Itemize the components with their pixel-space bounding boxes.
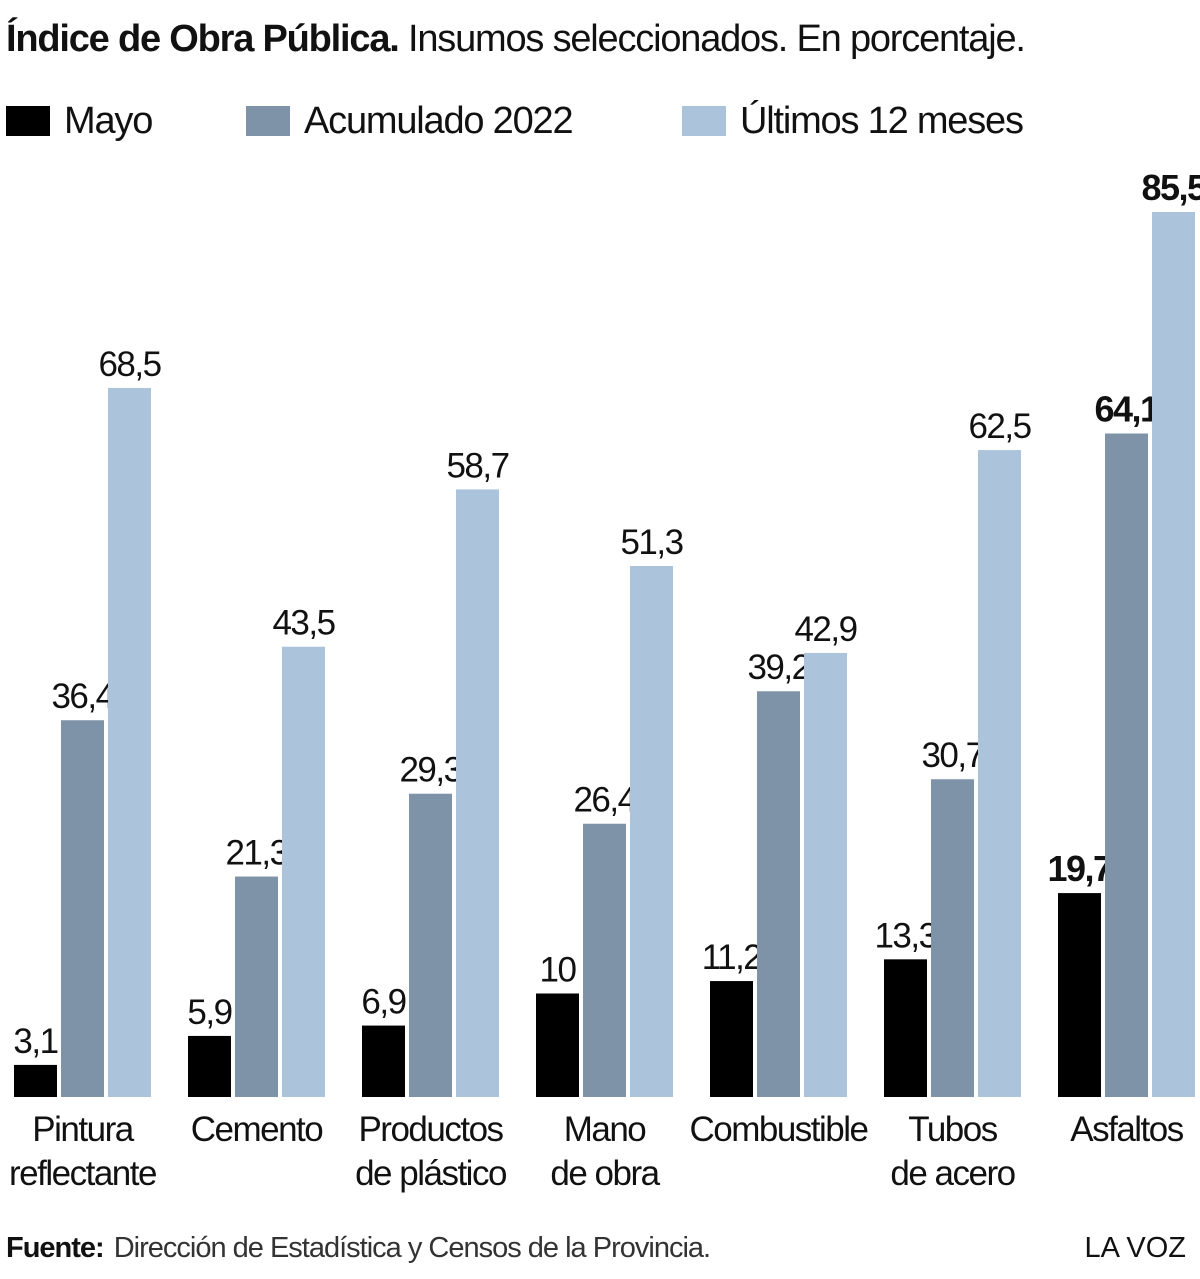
bar-label-5-1: 30,7 [921,736,983,775]
bar-label-6-1: 64,1 [1094,389,1160,430]
bar-4-1 [757,691,800,1097]
chart-title-bold: Índice de Obra Pública. [6,18,400,60]
bar-0-1 [61,720,104,1097]
bar-3-2 [630,566,673,1097]
chart-subtitle: Insumos seleccionados. En porcentaje. [398,18,1026,60]
category-label-2: Productos de plástico [355,1110,506,1193]
bar-5-1 [931,779,974,1097]
legend-swatch-mayo [6,106,50,136]
bar-label-4-0: 11,2 [702,938,762,977]
bar-label-6-2: 85,5 [1141,167,1200,208]
bar-label-3-2: 51,3 [620,523,682,562]
bar-4-0 [710,981,753,1097]
category-label-5: Tubos de acero [890,1110,1014,1193]
bar-6-2 [1152,212,1195,1097]
bar-label-6-0: 19,7 [1047,848,1112,889]
legend-label-acumulado: Acumulado 2022 [304,99,574,142]
legend-swatch-ultimos [682,106,726,136]
bar-0-0 [14,1064,57,1097]
category-label-3: Mano de obra [550,1110,660,1193]
bar-4-2 [804,652,847,1097]
category-label-1: Cemento [191,1110,323,1149]
bar-label-3-1: 26,4 [573,781,636,820]
bar-label-4-1: 39,2 [747,648,809,687]
bar-3-0 [536,993,579,1097]
bar-label-4-2: 42,9 [794,610,856,649]
category-label-0: Pintura reflectante [9,1110,156,1193]
category-label-4: Combustible [689,1110,867,1149]
bar-label-0-0: 3,1 [13,1022,57,1061]
bar-6-1 [1105,433,1148,1097]
legend-label-mayo: Mayo [64,99,153,142]
bar-label-3-0: 10 [540,950,577,989]
bar-2-2 [456,489,499,1097]
bar-label-0-1: 36,4 [51,677,114,716]
bar-1-0 [188,1035,231,1097]
legend-label-ultimos: Últimos 12 meses [740,99,1024,142]
bar-label-2-1: 29,3 [399,751,461,790]
bar-5-0 [884,959,927,1097]
bar-6-0 [1058,893,1101,1097]
source-label: Fuente: [6,1232,105,1264]
bar-label-0-2: 68,5 [98,345,160,384]
legend-item-ultimos: Últimos 12 meses [682,96,1024,146]
legend-item-mayo: Mayo [6,96,153,146]
bar-chart: 3,1 36,4 68,5 Pintura reflectante 5,9 21,3 43,5… [9,167,1200,1193]
bar-label-5-2: 62,5 [968,407,1030,446]
brand-logo: LA VOZ [1084,1232,1186,1264]
bar-2-1 [409,793,452,1097]
chart-title: Índice de Obra Pública. Insumos seleccio… [6,18,1026,61]
chart-legend: Mayo Acumulado 2022 Últimos 12 meses [0,96,1200,146]
bar-label-5-0: 13,3 [874,916,936,955]
legend-item-acumulado: Acumulado 2022 [246,96,574,146]
bar-label-2-0: 6,9 [361,983,405,1022]
bar-label-1-1: 21,3 [225,834,287,873]
source-note: Fuente: Dirección de Estadística y Censos… [6,1232,711,1265]
bar-label-2-2: 58,7 [446,446,508,485]
bar-3-1 [583,823,626,1097]
category-label-6: Asfaltos [1070,1110,1183,1149]
source-text: Dirección de Estadística y Censos de la … [113,1232,711,1264]
legend-swatch-acumulado [246,106,290,136]
bar-2-0 [362,1025,405,1097]
bar-1-2 [282,646,325,1097]
bar-5-2 [978,450,1021,1097]
bar-label-1-0: 5,9 [187,993,231,1032]
bar-label-1-2: 43,5 [272,604,334,643]
bar-0-2 [108,387,151,1097]
bar-1-1 [235,876,278,1097]
